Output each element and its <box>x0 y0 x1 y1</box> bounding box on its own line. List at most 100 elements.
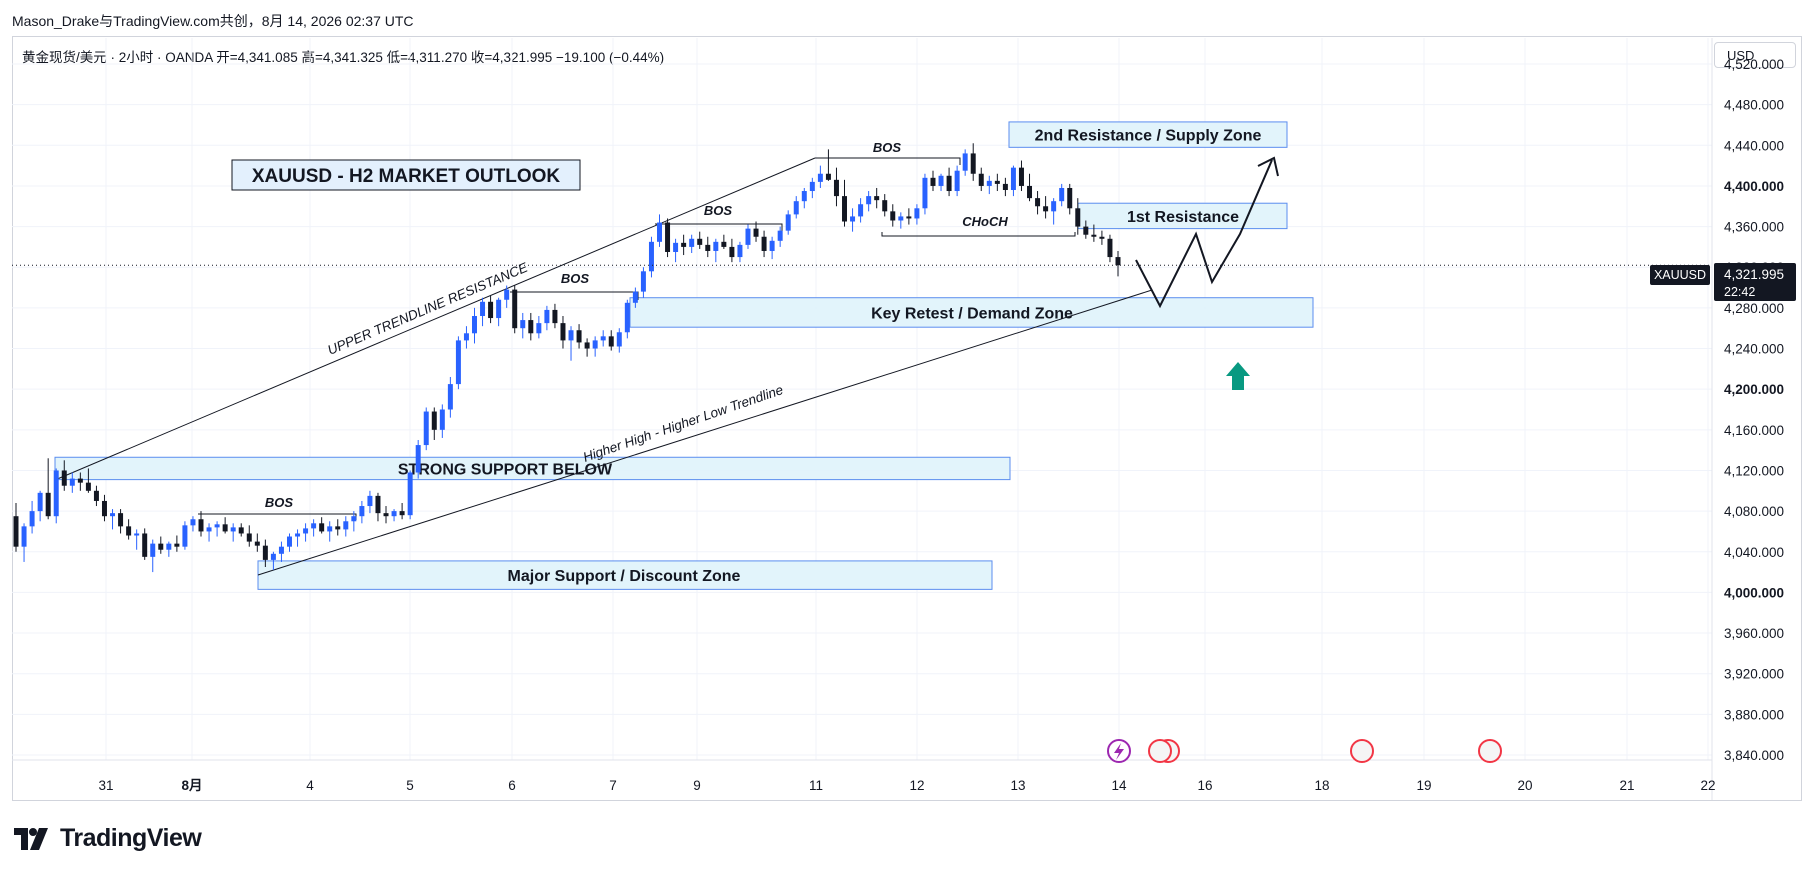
candle-body <box>833 179 839 197</box>
candle-body <box>69 478 75 486</box>
bos-line-3 <box>655 223 783 232</box>
projection-path[interactable] <box>1135 159 1273 309</box>
candle-body <box>254 541 260 546</box>
candle-body <box>713 241 719 251</box>
candle-body <box>536 323 542 334</box>
candle-body <box>785 214 791 231</box>
zone-major-support[interactable] <box>257 560 993 590</box>
price-axis[interactable]: 4,520.000 4,480.000 4,440.000 4,400.000 4,36… <box>1724 57 1784 763</box>
candle-body <box>552 309 558 324</box>
candle-body <box>431 411 437 430</box>
event-us-flag-icon[interactable] <box>1350 739 1374 763</box>
choch-label: CHoCH <box>962 214 1008 229</box>
candle-body <box>769 240 775 251</box>
candle-body <box>278 546 284 554</box>
lower-trendline[interactable] <box>257 289 1153 576</box>
candle-body <box>801 191 807 202</box>
event-us-flag-icon[interactable] <box>1148 739 1172 763</box>
candle-body <box>753 228 759 237</box>
last-price-tag <box>1714 263 1796 301</box>
candle-body <box>126 526 132 536</box>
candle-body <box>214 524 220 528</box>
candle-body <box>472 316 477 334</box>
zone-demand-label: Key Retest / Demand Zone <box>871 305 1073 322</box>
time-tick-label: 22 <box>1700 778 1715 793</box>
price-tick-label: 4,000.000 <box>1724 585 1784 600</box>
candle-body <box>616 332 622 347</box>
candle-body <box>842 196 848 222</box>
candle-body <box>624 302 630 333</box>
candle-body <box>198 519 204 532</box>
candle-body <box>689 238 695 247</box>
candle-body <box>665 222 671 252</box>
tradingview-logo[interactable]: TradingView <box>14 824 202 853</box>
candle-body <box>922 177 928 209</box>
candle-body <box>994 180 1000 184</box>
candle-body <box>1059 187 1065 202</box>
candle-body <box>1067 187 1073 209</box>
chart-grid <box>12 38 1712 760</box>
candle-body <box>978 173 984 186</box>
candle-body <box>866 196 872 205</box>
candle-body <box>1091 234 1097 237</box>
candle-body <box>439 409 445 430</box>
price-tick-label: 4,400.000 <box>1724 179 1784 194</box>
candle-body <box>222 524 228 532</box>
symbol-legend: 黄金现货/美元 · 2小时 · OANDA 开=4,341.085 高=4,34… <box>22 50 665 65</box>
time-axis[interactable]: 31 8月 4 5 6 7 9 11 12 13 14 16 18 19 20 21 22 <box>98 778 1715 793</box>
candle-body <box>850 216 856 222</box>
candle-body <box>560 323 566 341</box>
event-us-flag-icon[interactable] <box>1478 739 1502 763</box>
chart-credit: Mason_Drake与TradingView.com共创，8月 14, 202… <box>12 13 414 29</box>
candles-layer <box>13 143 1121 573</box>
zone-supply[interactable] <box>1008 121 1288 148</box>
candle-body <box>721 241 727 247</box>
price-tick-label: 4,480.000 <box>1724 98 1784 113</box>
candle-body <box>375 495 381 514</box>
candle-body <box>970 153 976 174</box>
time-tick-label: 11 <box>809 778 823 793</box>
upper-trendline[interactable] <box>54 157 816 481</box>
bos-label-1: BOS <box>265 495 294 510</box>
lower-trendline-label: Higher High - Higher Low Trendline <box>581 382 785 465</box>
bos-line-1 <box>198 513 357 520</box>
candle-body <box>745 228 751 245</box>
candle-body <box>600 336 606 341</box>
candle-body <box>1002 183 1008 191</box>
candle-body <box>576 330 582 343</box>
candle-body <box>914 208 920 219</box>
candle-body <box>351 516 357 522</box>
symbol-tag-text: XAUUSD <box>1654 268 1706 282</box>
economic-events[interactable] <box>1107 739 1502 763</box>
candle-body <box>1075 208 1081 227</box>
candle-body <box>729 246 735 258</box>
time-tick-label: 8月 <box>181 778 202 793</box>
candle-body <box>286 536 292 547</box>
candle-body <box>158 543 164 550</box>
zone-demand[interactable] <box>629 297 1314 328</box>
candle-body <box>1043 206 1049 212</box>
candle-body <box>930 177 936 186</box>
chart-frame <box>12 36 1802 801</box>
candle-body <box>53 470 59 517</box>
price-tick-label: 3,920.000 <box>1724 667 1784 682</box>
time-tick-label: 9 <box>693 778 701 793</box>
zone-strong-support-label: STRONG SUPPORT BELOW <box>398 461 613 478</box>
candle-body <box>343 521 349 530</box>
candle-body <box>954 170 960 192</box>
candle-body <box>206 527 212 532</box>
currency-button[interactable]: USD <box>1714 42 1796 68</box>
zone-strong-support[interactable] <box>54 456 1011 481</box>
candle-body <box>608 336 614 347</box>
candle-body <box>415 445 421 473</box>
candle-body <box>793 201 799 215</box>
zone-first-resistance-label: 1st Resistance <box>1127 209 1239 226</box>
candle-body <box>77 478 83 483</box>
candle-body <box>230 527 236 532</box>
last-price-text: 4,321.995 <box>1724 267 1784 282</box>
countdown-text: 22:42 <box>1724 285 1755 299</box>
candle-body <box>45 492 51 517</box>
candle-body <box>391 511 397 517</box>
candle-body <box>85 482 91 491</box>
